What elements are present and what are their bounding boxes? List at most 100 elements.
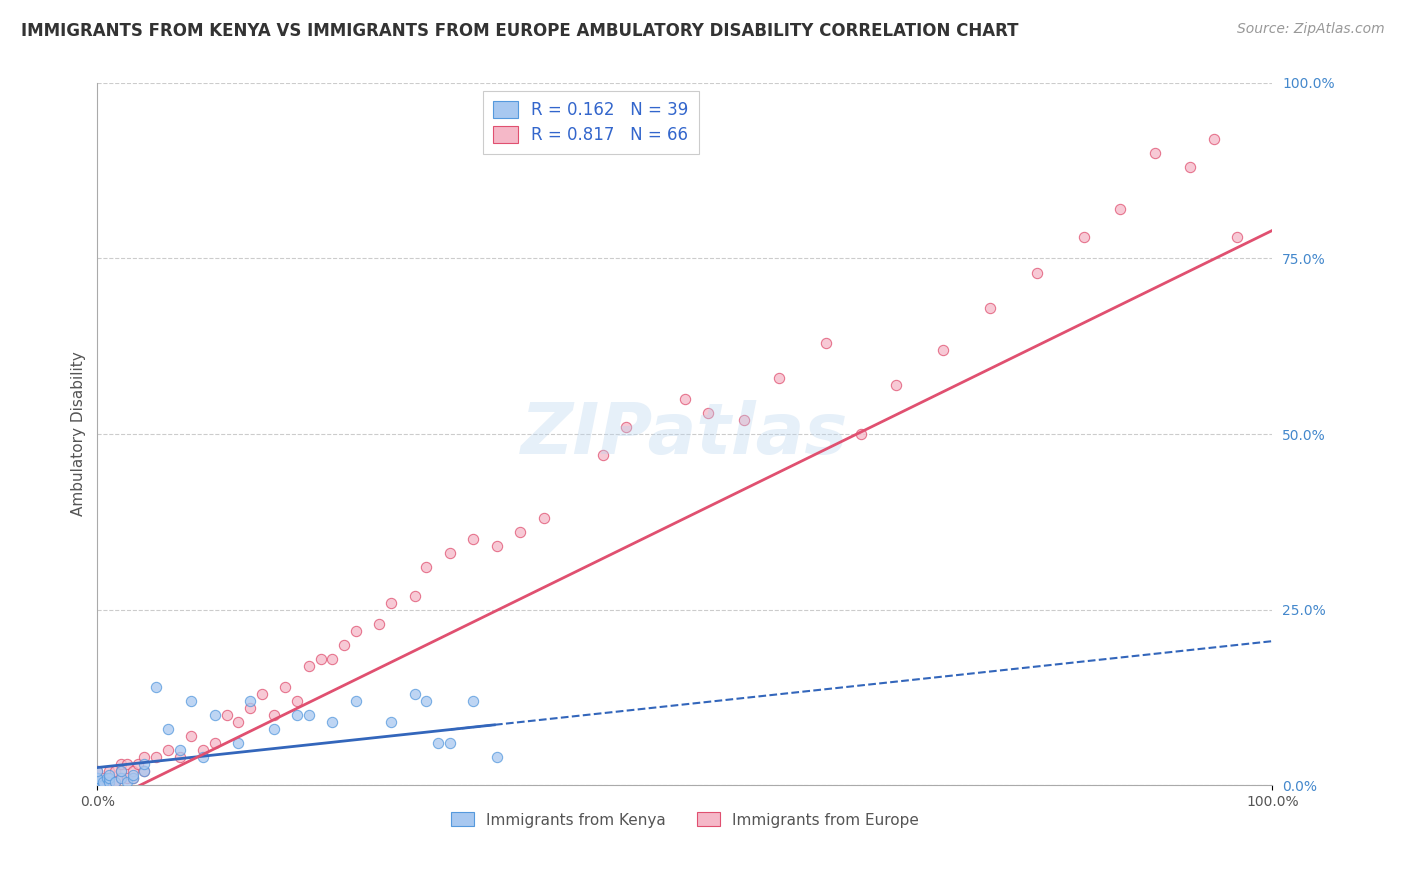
Point — [180, 694, 202, 708]
Point — [814, 335, 837, 350]
Point — [380, 714, 402, 729]
Point — [110, 771, 132, 785]
Point — [1143, 146, 1166, 161]
Point — [169, 743, 191, 757]
Point — [263, 707, 285, 722]
Point — [592, 448, 614, 462]
Point — [697, 406, 720, 420]
Point — [768, 371, 790, 385]
Text: Source: ZipAtlas.com: Source: ZipAtlas.com — [1237, 22, 1385, 37]
Point — [485, 540, 508, 554]
Point — [263, 722, 285, 736]
Point — [91, 778, 114, 792]
Point — [509, 525, 531, 540]
Point — [298, 707, 321, 722]
Point — [191, 750, 214, 764]
Point — [886, 377, 908, 392]
Point — [932, 343, 955, 357]
Point — [156, 743, 179, 757]
Point — [98, 778, 121, 792]
Point — [104, 774, 127, 789]
Point — [110, 757, 132, 772]
Point — [427, 736, 450, 750]
Point — [91, 774, 114, 789]
Point — [121, 764, 143, 778]
Point — [110, 771, 132, 785]
Text: ZIPatlas: ZIPatlas — [522, 400, 849, 468]
Point — [86, 778, 108, 792]
Point — [1073, 230, 1095, 244]
Point — [1202, 132, 1225, 146]
Point — [134, 757, 156, 772]
Point — [849, 427, 872, 442]
Point — [228, 736, 250, 750]
Point — [86, 771, 108, 785]
Point — [1178, 160, 1201, 174]
Point — [439, 546, 461, 560]
Point — [404, 589, 426, 603]
Point — [110, 764, 132, 778]
Point — [485, 750, 508, 764]
Point — [673, 392, 696, 406]
Point — [368, 616, 391, 631]
Point — [86, 771, 108, 785]
Point — [86, 774, 108, 789]
Point — [463, 694, 485, 708]
Point — [344, 624, 367, 638]
Point — [415, 560, 437, 574]
Point — [86, 771, 108, 785]
Point — [250, 687, 273, 701]
Point — [321, 714, 343, 729]
Point — [104, 764, 127, 778]
Point — [115, 774, 138, 789]
Point — [404, 687, 426, 701]
Point — [86, 764, 108, 778]
Legend: Immigrants from Kenya, Immigrants from Europe: Immigrants from Kenya, Immigrants from E… — [446, 806, 925, 834]
Point — [127, 757, 149, 772]
Point — [86, 764, 108, 778]
Point — [121, 771, 143, 785]
Point — [98, 767, 121, 781]
Point — [180, 729, 202, 743]
Point — [1226, 230, 1249, 244]
Point — [98, 764, 121, 778]
Point — [86, 774, 108, 789]
Point — [145, 750, 167, 764]
Point — [979, 301, 1001, 315]
Point — [239, 701, 262, 715]
Point — [733, 413, 755, 427]
Point — [333, 638, 356, 652]
Point — [134, 750, 156, 764]
Point — [463, 533, 485, 547]
Point — [285, 707, 308, 722]
Point — [98, 771, 121, 785]
Point — [96, 771, 118, 785]
Point — [321, 651, 343, 665]
Point — [415, 694, 437, 708]
Point — [309, 651, 332, 665]
Point — [91, 774, 114, 789]
Point — [104, 774, 127, 789]
Point — [98, 771, 121, 785]
Point — [121, 771, 143, 785]
Point — [145, 680, 167, 694]
Point — [380, 595, 402, 609]
Point — [298, 658, 321, 673]
Point — [344, 694, 367, 708]
Point — [134, 764, 156, 778]
Point — [191, 743, 214, 757]
Point — [115, 771, 138, 785]
Point — [121, 767, 143, 781]
Point — [86, 778, 108, 792]
Point — [98, 774, 121, 789]
Point — [110, 764, 132, 778]
Point — [204, 707, 226, 722]
Text: IMMIGRANTS FROM KENYA VS IMMIGRANTS FROM EUROPE AMBULATORY DISABILITY CORRELATIO: IMMIGRANTS FROM KENYA VS IMMIGRANTS FROM… — [21, 22, 1018, 40]
Point — [156, 722, 179, 736]
Point — [614, 420, 637, 434]
Point — [204, 736, 226, 750]
Point — [439, 736, 461, 750]
Point — [115, 757, 138, 772]
Y-axis label: Ambulatory Disability: Ambulatory Disability — [72, 351, 86, 516]
Point — [239, 694, 262, 708]
